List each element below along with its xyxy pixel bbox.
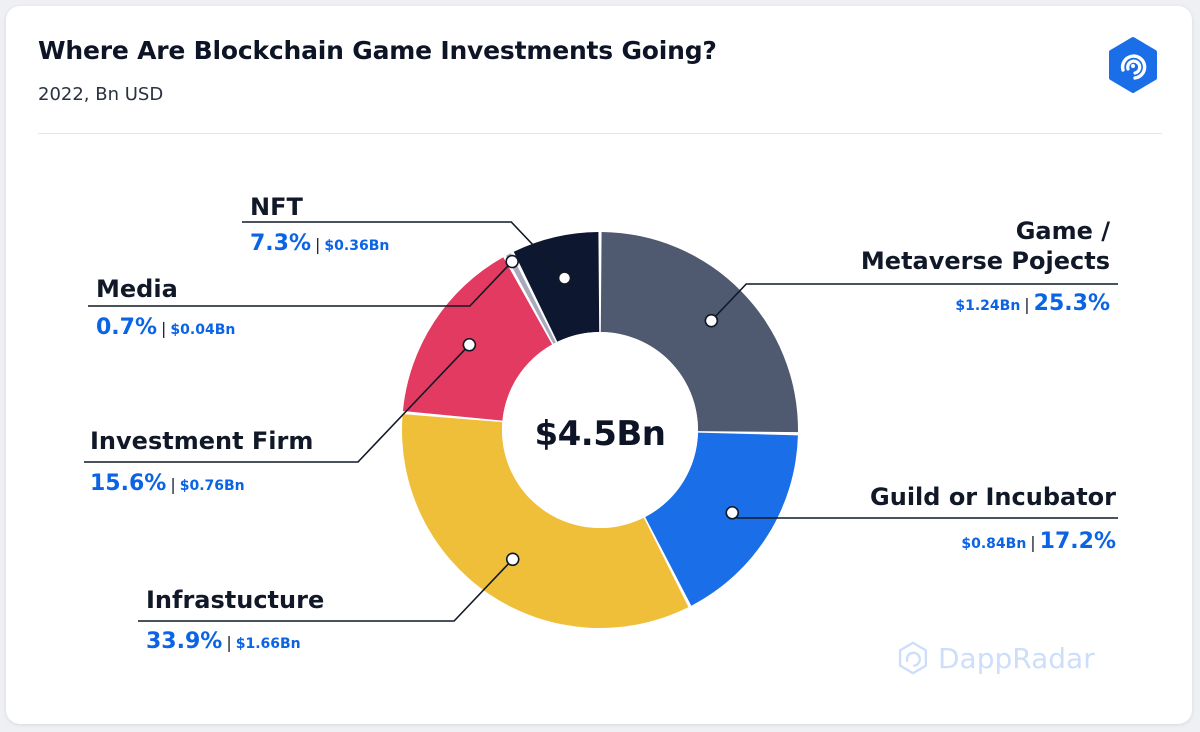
dappradar-logo-icon xyxy=(1109,37,1157,93)
label-nft-stat: 7.3% | $0.36Bn xyxy=(250,232,389,258)
label-media-name: Media xyxy=(96,275,178,303)
donut-slice-guild xyxy=(645,432,798,606)
chart-subtitle: 2022, Bn USD xyxy=(38,84,164,105)
label-infra-stat: 33.9% | $1.66Bn xyxy=(146,630,301,656)
label-game-stat: $1.24Bn | 25.3% xyxy=(810,292,1110,318)
slice-marker-game xyxy=(704,313,719,328)
label-media-stat: 0.7% | $0.04Bn xyxy=(96,316,235,342)
label-infra-name: Infrastucture xyxy=(146,586,325,614)
label-nft-percent: 7.3% xyxy=(250,231,312,256)
label-nft-separator: | xyxy=(315,235,321,254)
label-media-separator: | xyxy=(161,319,167,338)
label-investment-separator: | xyxy=(170,475,176,494)
label-game-name-line1: Game / xyxy=(1015,217,1110,245)
slice-marker-infra xyxy=(505,552,520,567)
dappradar-watermark: DappRadar xyxy=(896,640,1095,676)
donut-hole xyxy=(502,332,698,528)
label-media-percent: 0.7% xyxy=(96,315,158,340)
leader-line-game xyxy=(710,283,1118,322)
label-infra-amount: $1.66Bn xyxy=(235,636,301,652)
donut-slice-nft xyxy=(513,232,600,342)
watermark-text: DappRadar xyxy=(938,641,1095,675)
label-infra-percent: 33.9% xyxy=(146,629,223,654)
slice-marker-guild xyxy=(725,505,740,520)
label-investment-amount: $0.76Bn xyxy=(179,478,245,494)
leader-line-guild xyxy=(731,512,1118,519)
leader-line-infra xyxy=(138,558,514,622)
leader-line-investment xyxy=(84,344,470,463)
donut-center-total: $4.5Bn xyxy=(534,414,666,454)
label-infra-separator: | xyxy=(226,633,232,652)
label-investment-name: Investment Firm xyxy=(90,427,314,455)
label-guild-separator: | xyxy=(1030,533,1036,552)
donut-slice-investment xyxy=(402,257,553,421)
header-divider xyxy=(38,133,1162,134)
label-guild-name: Guild or Incubator xyxy=(870,483,1116,511)
leader-line-media xyxy=(88,260,513,307)
label-media-amount: $0.04Bn xyxy=(170,322,236,338)
donut-slice-infra xyxy=(402,414,689,628)
label-game-amount: $1.24Bn xyxy=(955,298,1021,314)
label-investment-stat: 15.6% | $0.76Bn xyxy=(90,472,245,498)
leader-line-nft xyxy=(242,221,566,279)
label-game-separator: | xyxy=(1024,295,1030,314)
label-game-name-line2: Metaverse Pojects xyxy=(860,247,1110,275)
label-guild-amount: $0.84Bn xyxy=(961,536,1027,552)
donut-slice-media xyxy=(506,253,556,344)
watermark-logo-icon xyxy=(898,641,928,675)
donut-slice-game xyxy=(600,232,798,433)
label-guild-stat: $0.84Bn | 17.2% xyxy=(800,530,1116,556)
label-game-percent: 25.3% xyxy=(1033,291,1110,316)
chart-title: Where Are Blockchain Game Investments Go… xyxy=(38,36,717,65)
label-investment-percent: 15.6% xyxy=(90,471,167,496)
slice-marker-investment xyxy=(462,337,477,352)
slice-marker-media xyxy=(505,254,519,269)
label-nft-name: NFT xyxy=(250,193,303,221)
slice-marker-nft xyxy=(557,271,572,285)
label-nft-amount: $0.36Bn xyxy=(324,238,390,254)
label-guild-percent: 17.2% xyxy=(1039,529,1116,554)
